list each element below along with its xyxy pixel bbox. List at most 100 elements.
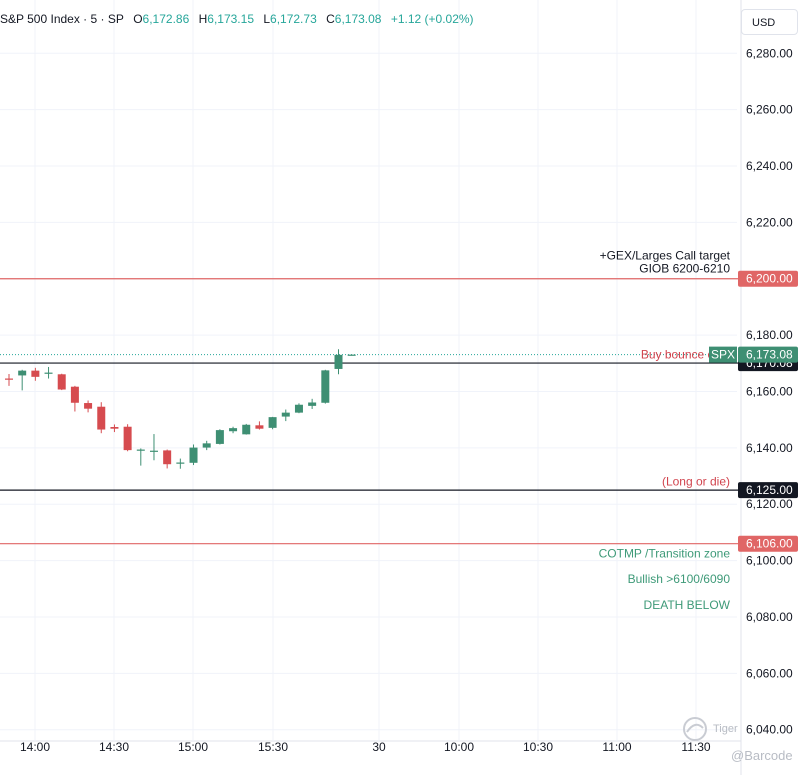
candle-body [229,428,238,432]
symbol-tag [709,346,737,363]
y-tick-label: 6,100.00 [746,554,793,568]
annotation-label: DEATH BELOW [644,598,731,612]
level-price-label: 6,106.00 [746,537,793,551]
x-tick-label: 14:00 [20,740,50,754]
y-tick-label: 6,120.00 [746,497,793,511]
candle [84,400,93,413]
level-price-tag [738,270,798,287]
candle-body [308,402,317,406]
candle [149,434,158,461]
candle-body [163,450,172,465]
low-label: L [263,12,271,26]
x-tick-label: 15:30 [258,740,288,754]
candle [110,424,119,433]
close-label: C [326,12,335,26]
candle-body [97,406,106,430]
level-price-tag [738,535,798,552]
open-label: O [133,12,143,26]
candle [44,366,53,379]
open-value: 6,172.86 [142,12,190,26]
current-price-tag [738,346,798,363]
candle [268,416,277,430]
candle [136,448,145,466]
candle-body [44,372,53,374]
y-tick-label: 6,240.00 [746,159,793,173]
candle [70,385,79,412]
candle-body [268,417,277,428]
candle [31,367,40,381]
y-tick-label: 6,160.00 [746,384,793,398]
low-value: 6,172.73 [270,12,317,26]
candle-body [347,354,356,356]
candle-body [334,354,343,369]
x-tick-label: 14:30 [99,740,129,754]
candle-body [176,462,185,464]
high-label: H [198,12,208,26]
x-tick-label: 15:00 [178,740,208,754]
level-price-label: 6,125.00 [746,483,793,497]
candle [57,373,66,391]
annotation-label: GIOB 6200-6210 [639,262,730,276]
currency-button[interactable]: USD [741,9,798,35]
candle-body [149,450,158,452]
candle [281,409,290,422]
watermark-logo [681,716,711,747]
candle [176,458,185,469]
annotation-label: +GEX/Larges Call target [600,249,731,263]
candle [202,440,211,451]
candle [321,369,330,404]
candle [18,369,27,391]
annotation-label: Bullish >6100/6090 [628,572,731,586]
annotation-label: COTMP /Transition zone [599,547,731,561]
annotation-label: Buy bounce off z [641,348,730,362]
candle [294,403,303,414]
candle-body [57,374,66,390]
candle-body [321,370,330,403]
candle [97,402,106,434]
annotation-label: (Long or die) [662,475,730,489]
close-value: 6,173.08 [334,12,382,26]
candle-body [5,378,13,380]
x-tick-label: 30 [372,740,386,754]
x-tick-label: 11:00 [602,740,631,754]
candle [189,444,198,466]
y-tick-label: 6,080.00 [746,610,793,624]
y-tick-label: 6,280.00 [746,46,793,60]
y-tick-label: 6,060.00 [746,666,793,680]
candle-body [202,443,211,448]
watermark-handle: @Barcode [731,748,793,763]
candle-body [294,404,303,413]
candle [163,449,172,469]
y-tick-label: 6,220.00 [746,215,793,229]
candle-body [31,370,40,377]
candle [255,421,264,430]
y-tick-label: 6,040.00 [746,723,793,737]
legend-header: S&P 500 Index · 5 · SP O6,172.86 H 6,173.… [0,12,474,26]
candle-body [242,424,251,435]
level-price-label: 6,200.00 [746,272,793,286]
candle [123,424,132,452]
candle [215,429,224,445]
change-value: +1.12 (+0.02%) [390,12,474,26]
current-price-label: 6,173.08 [746,348,793,362]
symbol-label: S&P 500 Index · 5 · SP [0,12,124,26]
candle-body [84,403,93,409]
x-tick-label: 10:30 [523,740,553,754]
candle-body [136,449,145,451]
x-tick-label: 11:30 [681,740,710,754]
tiger-logo-icon [683,717,707,741]
candle-body [255,425,264,429]
candle-body [110,427,119,429]
y-tick-label: 6,140.00 [746,441,793,455]
candle [5,374,13,386]
watermark-brand: Tiger [713,723,738,735]
candle-body [70,386,79,403]
candle-body [123,426,132,451]
candle [334,349,343,375]
symbol-tag-label: SPX [711,348,735,362]
candle [308,398,317,409]
candle [242,423,251,435]
level-price-tag [738,482,798,499]
y-tick-label: 6,180.00 [746,328,793,342]
